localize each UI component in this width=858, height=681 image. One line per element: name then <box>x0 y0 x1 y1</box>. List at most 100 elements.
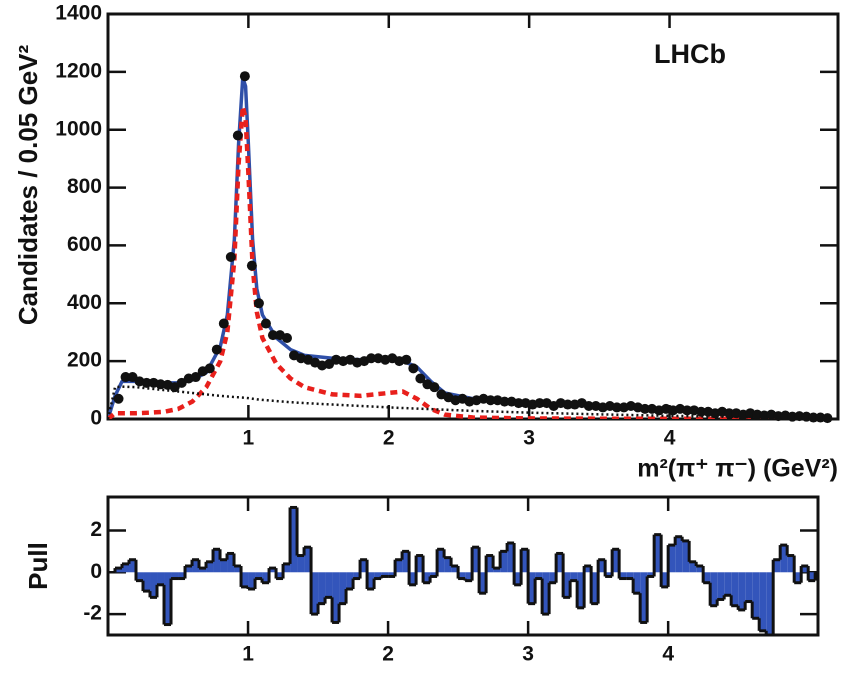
pull-bar <box>206 561 214 573</box>
x-tick-label: 4 <box>664 427 676 450</box>
pull-bar <box>493 568 501 573</box>
pull-bar <box>178 572 186 579</box>
data-point <box>499 396 510 407</box>
pull-bar <box>430 572 438 577</box>
pull-bar <box>304 547 312 573</box>
pull-panel: Pull 1 2 3 4 -2 0 2 <box>23 495 820 666</box>
pull-bar <box>465 572 473 581</box>
pull-bar <box>360 559 368 573</box>
pull-bar <box>192 559 200 573</box>
data-point <box>408 363 419 374</box>
data-point <box>583 400 594 411</box>
pull-bar <box>514 572 522 585</box>
plot-frame <box>106 495 820 637</box>
y-tick-label: 600 <box>67 233 102 256</box>
data-point <box>724 408 735 419</box>
pull-bar <box>269 568 277 573</box>
data-point <box>366 353 377 364</box>
main-panel: LHCb m²(π⁺ π⁻) (GeV²) Candidates / 0.05 … <box>13 2 840 483</box>
pull-bar <box>423 572 431 583</box>
y-tick-label: 2 <box>90 518 102 541</box>
data-point <box>211 344 222 355</box>
pull-bar <box>717 572 725 600</box>
pull-bar <box>703 572 711 583</box>
data-point <box>218 318 229 329</box>
pull-bar <box>276 572 284 579</box>
pull-bar <box>591 572 599 604</box>
pull-bar <box>332 572 340 623</box>
pull-bar <box>164 572 172 625</box>
data-point <box>141 377 152 388</box>
fit-curve <box>108 75 832 419</box>
pull-bar <box>500 551 508 573</box>
pull-bar <box>437 549 445 573</box>
pull-bar <box>115 568 123 573</box>
data-point <box>260 318 271 329</box>
pull-bar <box>787 555 795 573</box>
pull-bar <box>528 572 536 604</box>
pull-bar <box>185 566 193 573</box>
pull-bar <box>535 572 543 579</box>
data-point <box>232 130 243 141</box>
y-tick-label: 1200 <box>55 59 102 82</box>
pull-bar <box>675 536 683 573</box>
pull-bar <box>794 572 802 583</box>
pull-bar <box>584 566 592 573</box>
pull-bar <box>122 563 130 573</box>
pull-bar <box>682 540 690 573</box>
x-tick-label: 3 <box>522 643 534 666</box>
pull-bar <box>542 572 550 615</box>
pull-bar <box>668 545 676 573</box>
data-point <box>415 373 426 384</box>
pull-bar <box>290 507 298 573</box>
pull-bar <box>129 559 137 573</box>
x-axis-label: m²(π⁺ π⁻) (GeV²) <box>637 455 838 483</box>
y-tick-label: 0 <box>90 407 102 430</box>
data-point <box>281 333 292 343</box>
data-point <box>611 402 622 413</box>
data-point <box>239 71 250 82</box>
pull-bar <box>150 572 158 598</box>
pull-bar <box>444 557 452 573</box>
pull-bar <box>486 555 494 573</box>
data-point <box>267 330 278 341</box>
pull-bar <box>234 566 242 573</box>
pull-bar <box>556 553 564 573</box>
pull-bar <box>479 572 487 594</box>
pull-bar <box>339 572 347 604</box>
y-tick-label: 1400 <box>55 2 102 25</box>
pull-bar <box>521 549 529 573</box>
pull-bar <box>451 566 459 573</box>
pull-bar <box>402 551 410 573</box>
pull-bar <box>367 572 375 589</box>
pull-bar <box>395 559 403 573</box>
x-tick-label: 2 <box>383 427 395 450</box>
pull-bar <box>374 572 382 579</box>
data-point <box>534 398 545 409</box>
pull-bar <box>416 555 424 573</box>
data-point <box>113 393 124 404</box>
pull-bar <box>325 572 333 598</box>
y-tick-label: 800 <box>67 175 102 198</box>
pull-bar <box>241 572 249 587</box>
pull-bar <box>738 572 746 610</box>
pull-bar <box>297 555 305 573</box>
pull-bar <box>654 534 662 573</box>
pull-bar <box>647 572 655 577</box>
x-tick-label: 4 <box>662 643 674 666</box>
pull-bar <box>283 563 291 573</box>
data-point <box>485 395 496 406</box>
pull-bar <box>213 549 221 573</box>
pull-bar <box>780 545 788 573</box>
pull-bar <box>752 572 760 619</box>
pull-bar <box>724 572 732 596</box>
x-tick-label: 2 <box>382 643 394 666</box>
pull-bar <box>157 572 165 585</box>
fit-curve <box>108 385 831 419</box>
data-point <box>120 372 131 383</box>
pull-bar <box>689 561 697 573</box>
x-tick-label: 3 <box>523 427 535 450</box>
y-tick-label: 0 <box>90 560 102 583</box>
pull-bar <box>458 572 466 579</box>
